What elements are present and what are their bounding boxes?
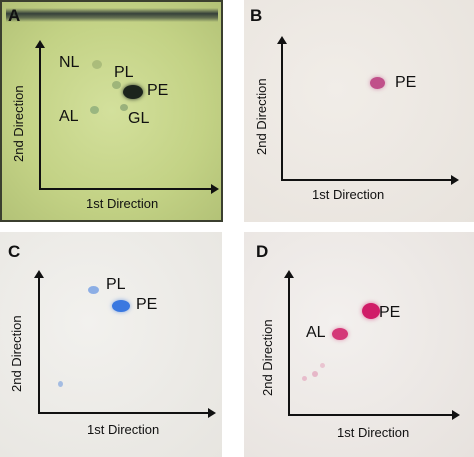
trail-spot [302,376,307,381]
x-axis-arrow [39,184,219,194]
pe-spot [123,85,143,99]
panel-c-label: C [8,242,21,261]
y-axis-arrow [34,270,44,414]
x-axis-label: 1st Direction [312,187,385,202]
al-label: AL [59,108,79,125]
y-axis-label: 2nd Direction [254,78,269,155]
panel-d-label: D [256,242,269,261]
y-axis-label: 2nd Direction [11,85,26,162]
panel-b-label: B [250,6,263,25]
pl-label: PL [106,276,126,293]
panel-b-tlc-plate: B PE 1st Direction 2nd Direction [244,0,474,222]
nl-spot [92,60,102,69]
nl-label: NL [59,54,80,71]
gl-spot [120,104,128,111]
x-axis-arrow [288,410,460,420]
pe-label: PE [395,74,417,91]
pe-label: PE [379,304,401,321]
x-axis-label: 1st Direction [337,425,410,440]
trail-spot [320,363,325,368]
panel-c-tlc-plate: C PL PE 1st Direction 2nd Direction [0,232,222,457]
al-label: AL [306,324,326,341]
pe-spot [112,300,130,312]
y-axis-arrow [277,36,287,181]
x-axis-label: 1st Direction [87,422,160,437]
pe-spot [370,77,385,89]
panel-d-tlc-plate: D PE AL 1st Direction 2nd Direction [244,232,474,457]
y-axis-arrow [284,270,294,416]
x-axis-label: 1st Direction [86,196,159,211]
solvent-front-band [6,8,218,22]
origin-spot [58,381,63,387]
pl-label: PL [114,64,134,81]
y-axis-arrow [35,40,45,190]
pe-label: PE [136,296,158,313]
panel-a-label: A [8,6,21,25]
pe-label: PE [147,82,169,99]
y-axis-label: 2nd Direction [260,319,275,396]
panel-a-tlc-plate: A NL PL PE AL GL 1st Direction 2nd Direc… [0,0,223,222]
x-axis-arrow [38,408,216,418]
y-axis-label: 2nd Direction [9,315,24,392]
x-axis-arrow [281,175,459,185]
pl-spot [88,286,99,294]
trail-spot [312,371,318,377]
pl-spot [112,81,121,89]
pe-spot [362,303,380,319]
al-spot [332,328,348,340]
al-spot [90,106,99,114]
gl-label: GL [128,110,150,127]
